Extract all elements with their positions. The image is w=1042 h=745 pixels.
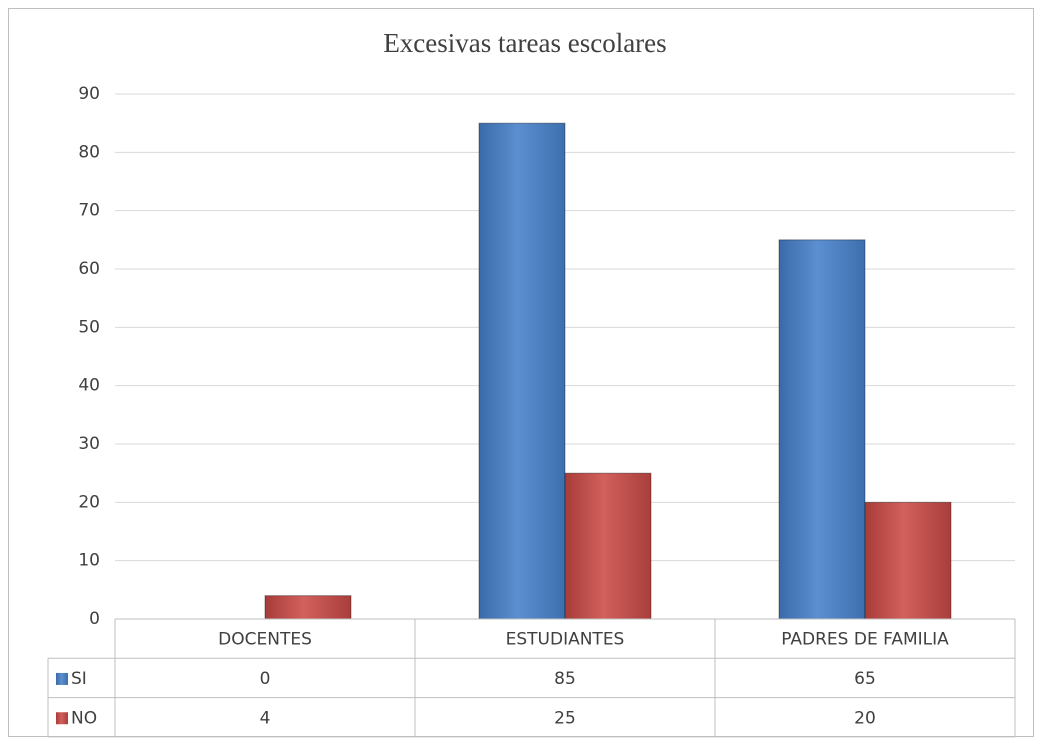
y-tick-label: 90 <box>78 84 100 104</box>
y-tick-label: 70 <box>78 201 100 221</box>
bar <box>564 472 652 620</box>
table-value: 20 <box>854 708 876 728</box>
bar <box>264 595 352 620</box>
x-tick-label: ESTUDIANTES <box>506 630 625 650</box>
y-tick-label: 10 <box>78 551 100 571</box>
x-tick-label: PADRES DE FAMILIA <box>781 630 949 650</box>
legend-label: NO <box>71 708 97 728</box>
legend-key <box>56 712 68 725</box>
table-value: 4 <box>260 708 271 728</box>
y-tick-label: 40 <box>78 376 100 396</box>
y-tick-label: 80 <box>78 142 100 162</box>
y-tick-label: 0 <box>89 609 100 629</box>
legend-key <box>56 672 68 685</box>
legend-label: SI <box>71 669 87 689</box>
table-value: 0 <box>260 669 271 689</box>
bar <box>478 122 566 620</box>
bar <box>778 239 866 620</box>
y-tick-label: 60 <box>78 259 100 279</box>
bar <box>864 501 952 620</box>
y-tick-label: 20 <box>78 492 100 512</box>
y-tick-label: 50 <box>78 317 100 337</box>
chart-title: Excesivas tareas escolares <box>383 28 666 58</box>
x-tick-label: DOCENTES <box>218 630 312 650</box>
y-tick-label: 30 <box>78 434 100 454</box>
table-value: 85 <box>554 669 576 689</box>
table-value: 25 <box>554 708 576 728</box>
table-value: 65 <box>854 669 876 689</box>
